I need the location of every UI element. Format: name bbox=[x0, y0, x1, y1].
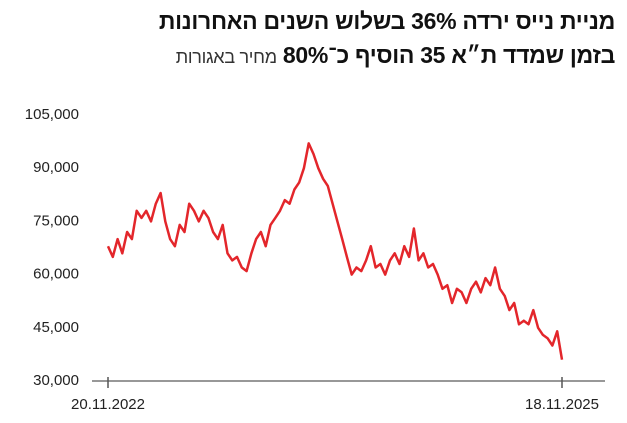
y-tick-label: 45,000 bbox=[33, 319, 79, 336]
x-tick-label: 18.11.2025 bbox=[525, 396, 599, 413]
title-line: בזמן שמדד ת״א 35 הוסיף כ־80% מחיר באגורו… bbox=[175, 42, 616, 69]
chart-subtitle: בזמן שמדד ת״א 35 הוסיף כ־80% bbox=[282, 42, 615, 68]
y-tick-label: 60,000 bbox=[33, 266, 79, 283]
y-tick-label: 105,000 bbox=[25, 106, 79, 123]
chart-title: מניית נייס ירדה 36% בשלוש השנים האחרונות bbox=[158, 8, 615, 34]
x-tick-label: 20.11.2022 bbox=[71, 396, 145, 413]
y-tick-label: 75,000 bbox=[33, 212, 79, 229]
y-axis-label: מחיר באגורות bbox=[175, 47, 277, 67]
y-tick-label: 30,000 bbox=[33, 372, 79, 389]
price-line bbox=[106, 142, 564, 360]
y-tick-label: 90,000 bbox=[33, 159, 79, 176]
